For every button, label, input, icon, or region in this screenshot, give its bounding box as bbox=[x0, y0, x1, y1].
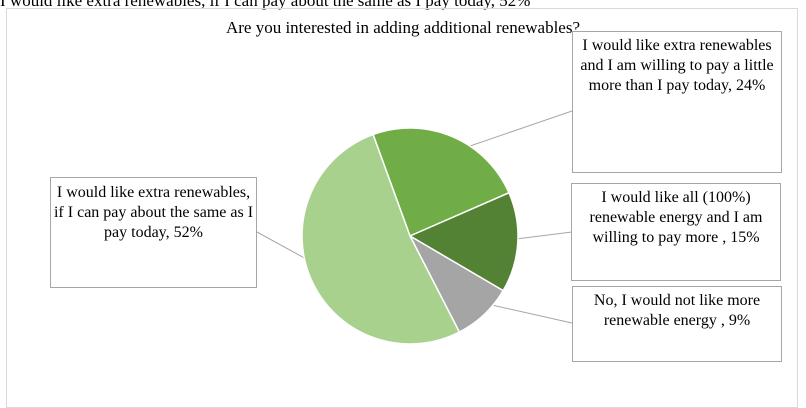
pie-slices bbox=[301, 127, 519, 345]
pie-chart bbox=[256, 110, 573, 345]
data-label-slice-2: No, I would not like more renewable ener… bbox=[572, 286, 782, 362]
data-label-slice-0: I would like extra renewables and I am w… bbox=[572, 31, 782, 173]
pie-slice-3 bbox=[301, 133, 461, 345]
pie-slice-0 bbox=[372, 127, 510, 238]
data-label-slice-1: I would like all (100%) renewable energy… bbox=[571, 183, 781, 281]
pie-slice-1 bbox=[408, 191, 519, 292]
data-label-slice-3: I would like extra renewables, if I can … bbox=[50, 177, 257, 288]
chart-title: Are you interested in adding additional … bbox=[225, 18, 581, 37]
clipped-preceding-text: I would like extra renewables, if I can … bbox=[0, 0, 531, 10]
